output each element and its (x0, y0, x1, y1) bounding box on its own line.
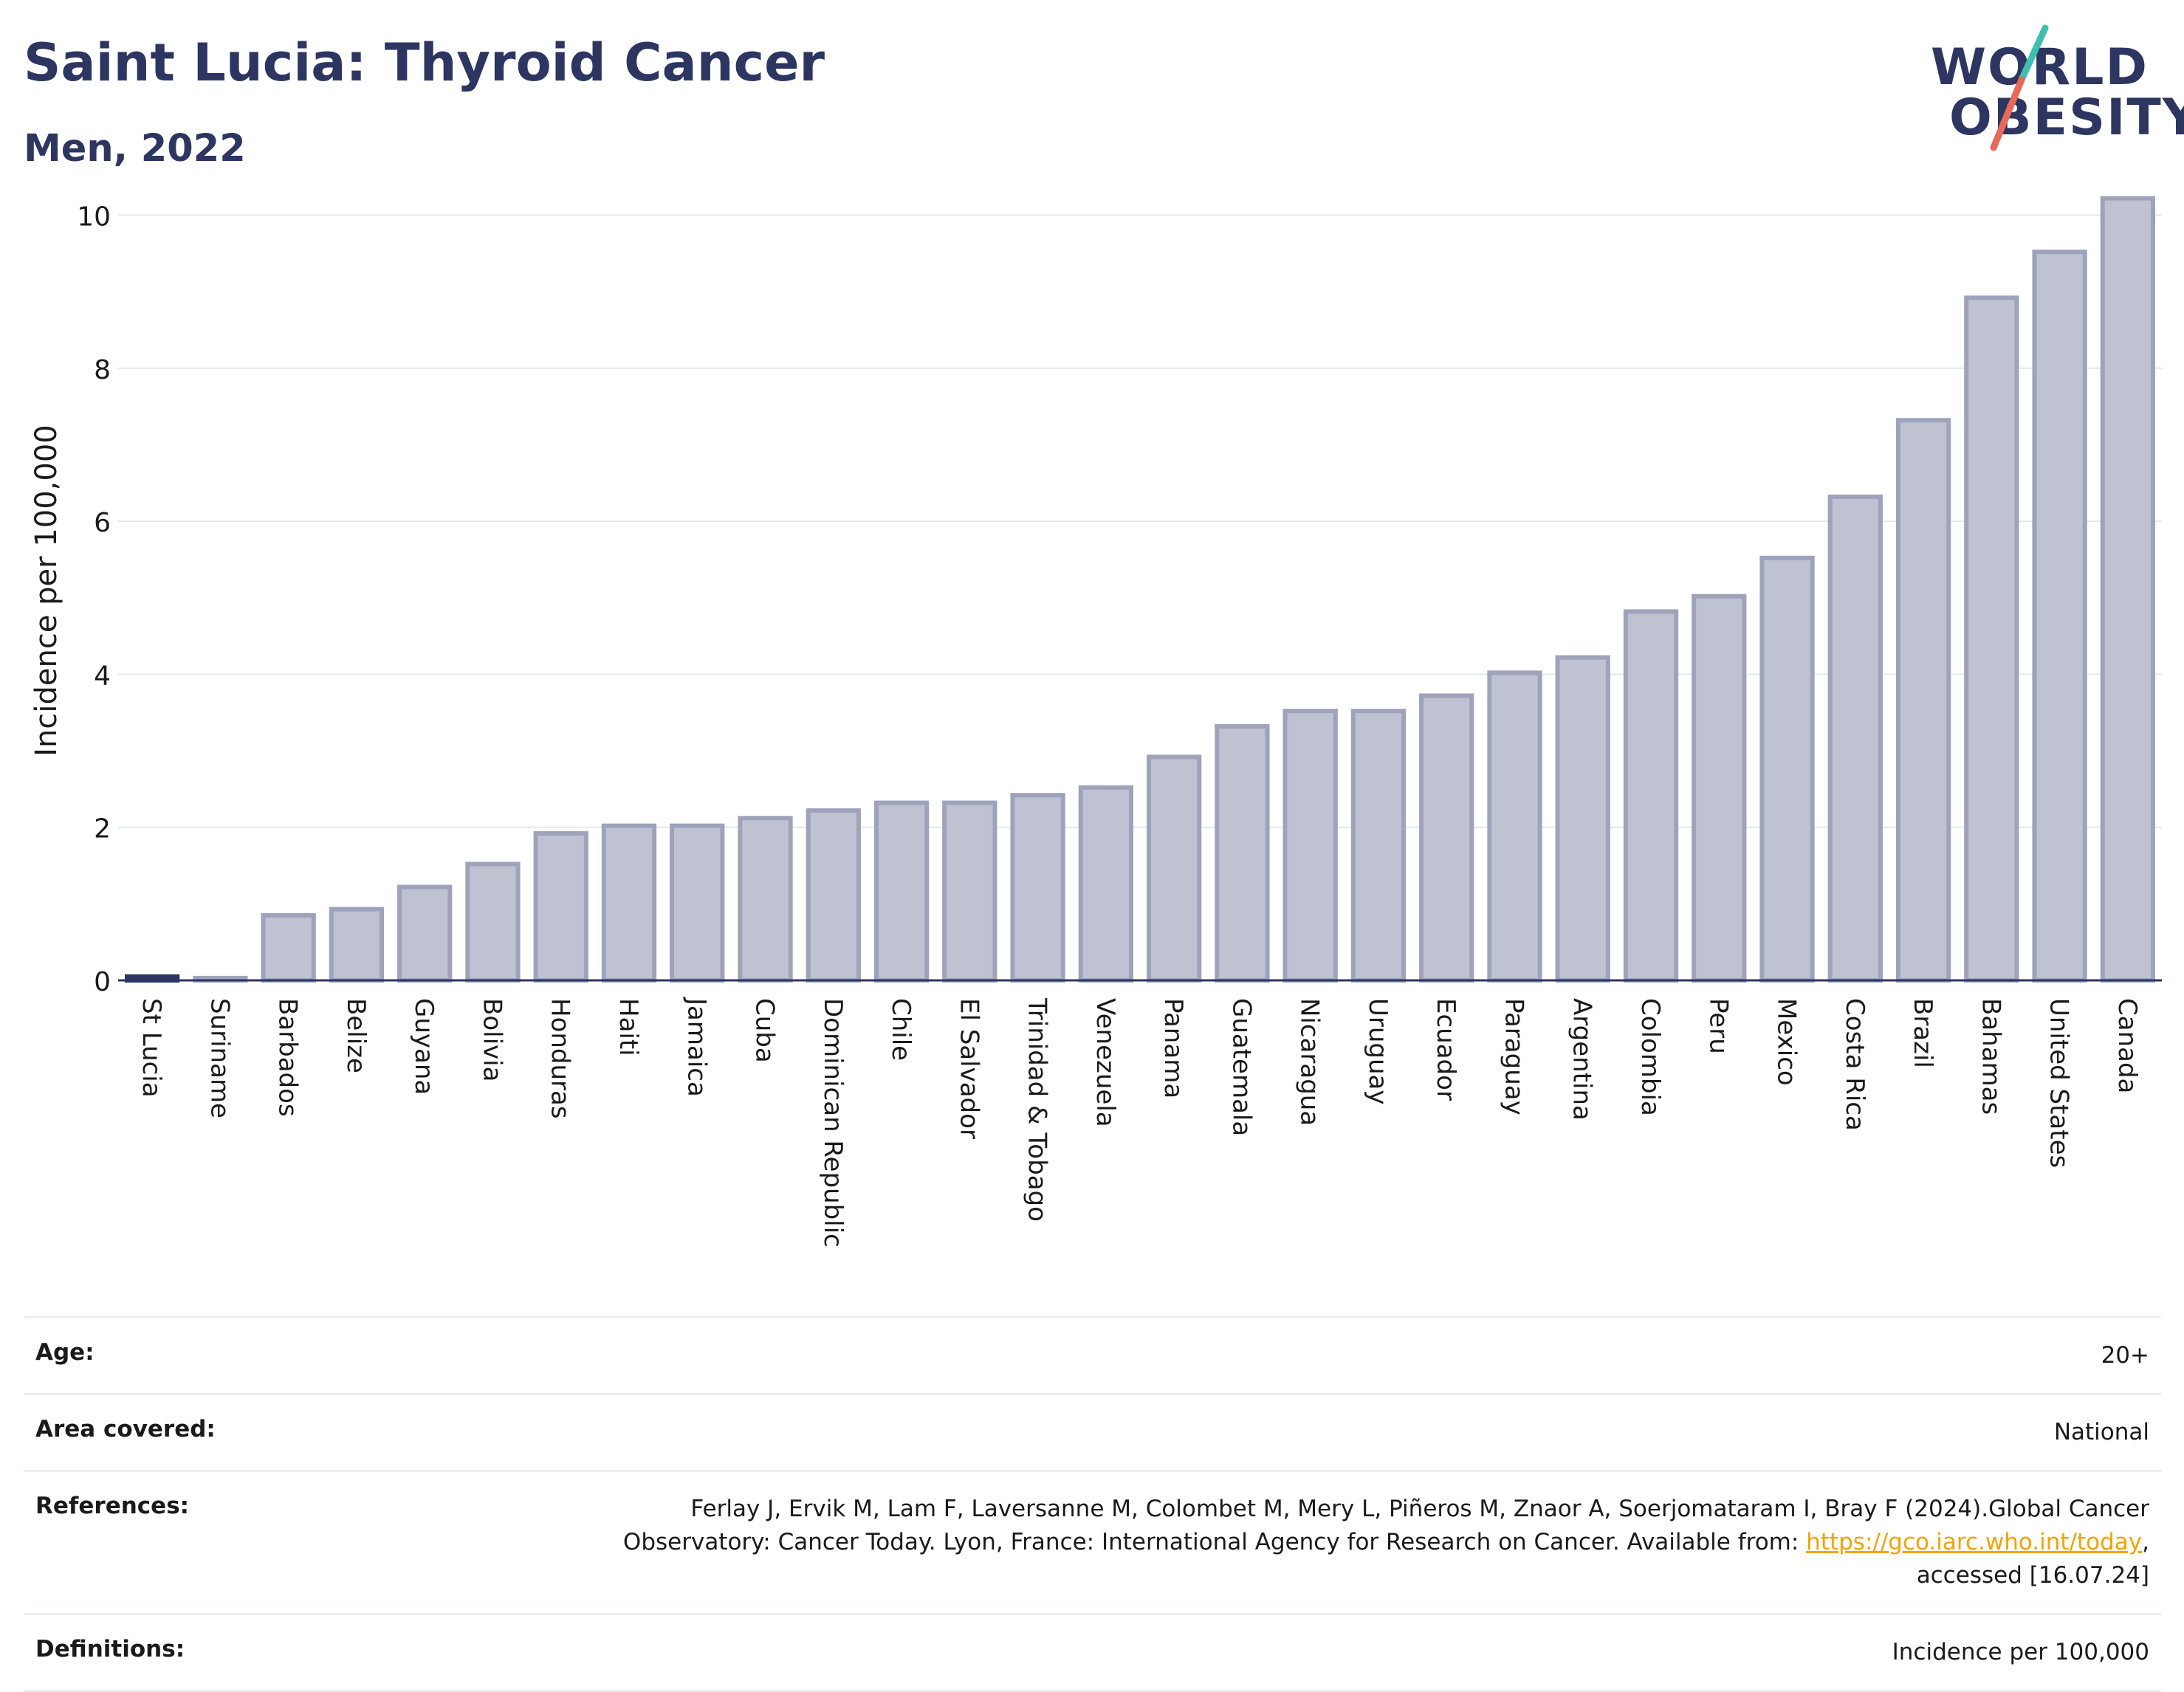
page-title: Saint Lucia: Thyroid Cancer (24, 32, 825, 93)
bar (1487, 670, 1542, 983)
references-link[interactable]: https://gco.iarc.who.int/today (1806, 1529, 2143, 1555)
bar (1555, 655, 1610, 983)
bar (670, 823, 725, 983)
references-text: Ferlay J, Ervik M, Lam F, Laversanne M, … (622, 1496, 2149, 1555)
x-tick-label: Canada (2112, 998, 2142, 1093)
info-row-area: Area covered: National (24, 1393, 2161, 1470)
x-tick-label: Colombia (1635, 998, 1665, 1116)
x-tick-label: Haiti (614, 998, 643, 1056)
references-label: References: (35, 1493, 190, 1519)
x-tick-label: Bolivia (477, 998, 506, 1081)
y-tick-label: 6 (94, 508, 111, 538)
x-tick-label: Nicaragua (1295, 998, 1325, 1126)
bar (261, 912, 316, 983)
x-tick-label: Dominican Republic (818, 998, 848, 1248)
page-subtitle: Men, 2022 (24, 127, 246, 171)
bar (942, 800, 997, 983)
y-tick-label: 0 (94, 967, 111, 997)
bar (1692, 594, 1747, 983)
bar (1010, 793, 1065, 983)
bar (2100, 196, 2156, 983)
y-tick-label: 4 (94, 661, 111, 691)
y-tick-label: 2 (94, 814, 111, 845)
bar (1827, 494, 1883, 983)
bar (1895, 418, 1951, 983)
info-row-references: References: Ferlay J, Ervik M, Lam F, La… (24, 1470, 2161, 1613)
x-tick-label: Uruguay (1363, 998, 1393, 1105)
bar (806, 808, 861, 983)
logo-slash-icon (1990, 24, 2049, 151)
x-tick-label: Brazil (1908, 998, 1937, 1068)
info-row-age: Age: 20+ (24, 1316, 2161, 1393)
x-tick-label: Venezuela (1091, 998, 1120, 1127)
bar (873, 800, 930, 983)
definitions-value: Incidence per 100,000 (1892, 1639, 2149, 1665)
x-tick-label: Ecuador (1431, 998, 1460, 1101)
bar (2032, 250, 2087, 983)
x-tick-label: Cuba (750, 998, 780, 1063)
x-tick-label: Trinidad & Tobago (1023, 997, 1052, 1222)
logo-line-1: WORLD (1931, 38, 2149, 97)
x-tick-label: Bahamas (1976, 998, 2005, 1115)
y-tick-label: 8 (94, 355, 111, 385)
references-value: Ferlay J, Ervik M, Lam F, Laversanne M, … (562, 1493, 2149, 1592)
x-tick-label: Barbados (273, 998, 303, 1117)
gridlines (118, 214, 2162, 828)
world-obesity-logo: WORLD OBESITY (1920, 22, 2184, 155)
info-row-definitions: Definitions: Incidence per 100,000 (24, 1613, 2161, 1692)
bar (1078, 785, 1134, 983)
bar (465, 862, 521, 983)
area-value: National (2053, 1419, 2149, 1445)
area-label: Area covered: (35, 1416, 216, 1442)
definitions-label: Definitions: (35, 1636, 185, 1662)
bar (1146, 754, 1202, 983)
bar (1759, 555, 1815, 983)
bar (1350, 709, 1407, 983)
info-table: Age: 20+ Area covered: National Referenc… (24, 1316, 2161, 1692)
bars (124, 196, 2156, 983)
bar (738, 816, 793, 983)
bar (329, 907, 385, 983)
bar (1623, 609, 1679, 983)
x-tick-label: Peru (1703, 998, 1733, 1054)
x-tick-label: Paraguay (1499, 998, 1528, 1115)
bar (1419, 693, 1474, 983)
bar (1215, 723, 1270, 983)
x-tick-label: El Salvador (954, 998, 983, 1139)
x-tick-label: United States (2044, 998, 2074, 1168)
x-tick-label: Guatemala (1226, 998, 1256, 1136)
references-accessed: , accessed [16.07.24] (1916, 1529, 2149, 1589)
x-tick-label: Honduras (546, 998, 575, 1119)
y-axis-label: Incidence per 100,000 (30, 424, 63, 757)
x-tick-label: St Lucia (137, 998, 166, 1098)
logo-line-2: OBESITY (1949, 89, 2184, 147)
x-tick-label: Chile (886, 998, 916, 1061)
bar-chart: 0 2 4 6 8 10 St Lucia Suriname Barbados Belize Guy… (30, 196, 2162, 1248)
age-label: Age: (35, 1339, 95, 1366)
bar (601, 823, 657, 983)
x-tick-label: Jamaica (681, 997, 711, 1097)
age-value: 20+ (2101, 1342, 2149, 1369)
x-tick-label: Suriname (205, 998, 234, 1118)
y-tick-label: 10 (77, 202, 111, 232)
x-tick-label: Costa Rica (1840, 998, 1869, 1131)
x-tick-label: Argentina (1567, 998, 1597, 1121)
x-tick-label: Panama (1158, 998, 1188, 1098)
tick-labels: 0 2 4 6 8 10 St Lucia Suriname Barbados Belize Guy… (77, 202, 2142, 1247)
bar (397, 884, 453, 983)
x-tick-label: Guyana (409, 998, 439, 1095)
x-tick-label: Belize (341, 998, 371, 1073)
x-tick-label: Mexico (1772, 998, 1802, 1086)
bar (533, 830, 588, 983)
bar (1282, 709, 1338, 983)
bar (1964, 295, 2019, 983)
